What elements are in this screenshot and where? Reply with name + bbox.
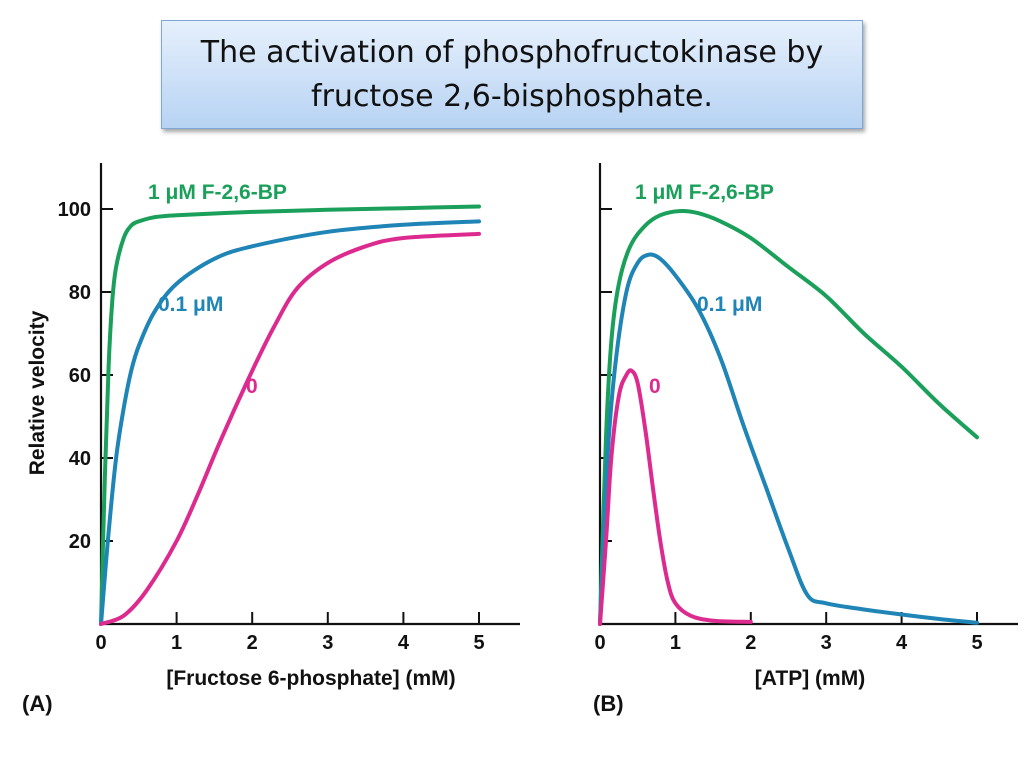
series-label-a-green: 1 μM F-2,6-BP	[148, 181, 287, 204]
x-tick-label-a: 5	[473, 632, 484, 654]
x-axis-title-a: [Fructose 6-phosphate] (mM)	[166, 667, 455, 690]
x-tick-label-a: 4	[398, 632, 410, 654]
series-label-a-blue: 0.1 μM	[158, 293, 223, 316]
x-axis-title-b: [ATP] (mM)	[755, 667, 865, 690]
y-tick-label-a: 40	[69, 448, 91, 470]
series-line-a-2	[99, 231, 481, 626]
series-line-b-0	[598, 209, 979, 626]
title-box: The activation of phosphofructokinase by…	[161, 20, 863, 129]
x-tick-label-b: 5	[971, 632, 982, 654]
y-tick-label-a: 20	[69, 531, 91, 553]
x-tick-label-a: 2	[247, 632, 258, 654]
x-tick-label-b: 2	[745, 632, 756, 654]
title-line-1: The activation of phosphofructokinase by	[200, 34, 824, 70]
panel-label-b: (B)	[593, 691, 624, 716]
x-tick-label-b: 0	[594, 632, 605, 654]
x-tick-label-b: 4	[896, 632, 908, 654]
y-tick-label-a: 60	[69, 365, 91, 387]
y-axis-title: Relative velocity	[26, 310, 49, 475]
y-tick-label-a: 80	[69, 282, 91, 304]
series-line-b-1	[598, 252, 979, 626]
x-tick-label-b: 1	[670, 632, 681, 654]
x-tick-label-b: 3	[821, 632, 832, 654]
x-tick-label-a: 3	[322, 632, 333, 654]
series-line-a-0	[99, 204, 481, 626]
panel-label-a: (A)	[22, 691, 53, 716]
series-label-b-green: 1 μM F-2,6-BP	[635, 181, 774, 204]
series-label-b-magenta: 0	[649, 375, 661, 398]
title-line-2: fructose 2,6-bisphosphate.	[311, 78, 713, 114]
series-label-b-blue: 0.1 μM	[697, 293, 762, 316]
series-label-a-magenta: 0	[246, 375, 258, 398]
series-line-a-1	[99, 219, 481, 626]
x-tick-label-a: 1	[171, 632, 182, 654]
series-line-b-2	[598, 368, 753, 626]
y-tick-label-a: 100	[58, 199, 91, 221]
x-tick-label-a: 0	[95, 632, 106, 654]
